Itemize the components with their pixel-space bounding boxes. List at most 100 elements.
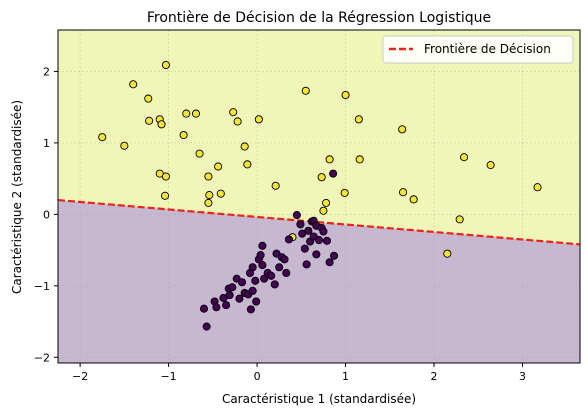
y-tick-label: −1	[34, 280, 50, 293]
point-class-1	[240, 142, 249, 151]
y-tick-label: −2	[34, 351, 50, 364]
region-class-1	[58, 30, 580, 245]
point-class-0	[248, 286, 257, 295]
point-class-1	[399, 188, 408, 197]
point-class-0	[314, 236, 324, 245]
point-class-1	[254, 115, 263, 124]
point-class-0	[246, 305, 255, 314]
point-class-1	[243, 160, 252, 169]
legend-box	[382, 35, 574, 64]
point-class-1	[144, 94, 153, 103]
point-class-1	[455, 215, 464, 224]
point-class-0	[248, 263, 257, 272]
point-class-1	[322, 198, 331, 207]
point-class-0	[296, 220, 305, 229]
point-class-1	[204, 198, 213, 207]
point-class-1	[161, 191, 170, 200]
point-class-0	[304, 226, 313, 235]
point-class-0	[256, 251, 265, 260]
point-class-0	[275, 263, 284, 272]
point-class-0	[251, 276, 260, 285]
point-class-0	[267, 271, 276, 280]
point-class-1	[161, 60, 170, 70]
decision-boundary-line	[58, 198, 580, 246]
point-class-0	[212, 303, 221, 312]
point-class-1	[271, 181, 280, 190]
x-tick-label: −2	[72, 370, 88, 383]
point-class-1	[486, 161, 495, 170]
point-class-0	[302, 260, 311, 269]
point-class-1	[191, 109, 201, 118]
point-class-1	[301, 86, 310, 95]
x-tick-label: 0	[254, 370, 261, 383]
y-tick-label: 1	[43, 137, 50, 150]
y-tick-label: 2	[43, 65, 50, 78]
point-class-0	[199, 304, 209, 313]
point-class-0	[329, 251, 339, 260]
point-class-0	[282, 268, 291, 278]
point-class-0	[222, 301, 231, 310]
point-class-1	[157, 120, 166, 129]
point-class-0	[237, 278, 247, 287]
point-class-1	[533, 183, 542, 192]
point-class-0	[228, 283, 237, 292]
point-class-0	[258, 241, 267, 250]
region-class-0	[58, 200, 580, 363]
point-class-1	[214, 162, 223, 171]
point-class-1	[204, 172, 213, 181]
point-class-1	[325, 155, 334, 164]
plot-frame	[57, 29, 581, 364]
decision-regions	[58, 30, 580, 363]
point-class-0	[284, 235, 293, 244]
point-class-1	[216, 189, 225, 198]
point-class-0	[312, 250, 321, 259]
y-axis-ticks: −2 −1 0 1 2	[34, 65, 58, 364]
scatter-points	[98, 60, 542, 331]
x-tick-label: 2	[431, 370, 438, 383]
point-class-1	[443, 249, 452, 258]
point-class-1	[205, 191, 214, 200]
point-class-1	[98, 133, 107, 142]
x-tick-label: −1	[160, 370, 176, 383]
point-class-1	[355, 155, 364, 164]
point-class-0	[258, 261, 267, 270]
x-tick-label: 3	[519, 370, 526, 383]
point-class-0	[322, 236, 332, 245]
point-class-0	[300, 244, 309, 253]
y-tick-label: 0	[43, 208, 50, 221]
point-class-0	[319, 227, 328, 236]
point-class-1	[317, 173, 326, 182]
point-class-1	[398, 125, 407, 134]
gridlines	[58, 30, 580, 363]
point-class-1	[460, 153, 469, 162]
point-class-1	[161, 172, 170, 181]
chart-title: Frontière de Décision de la Régression L…	[147, 10, 491, 26]
point-class-0	[260, 274, 269, 283]
x-axis-ticks: −2 −1 0 1 2 3	[72, 363, 526, 383]
point-class-1	[120, 141, 129, 150]
point-class-1	[319, 206, 328, 215]
point-class-0	[202, 322, 211, 331]
point-class-0	[225, 291, 234, 300]
legend-boundary-label: Frontière de Décision	[424, 42, 551, 56]
point-class-0	[252, 297, 261, 306]
point-class-1	[341, 90, 350, 100]
point-class-1	[195, 149, 204, 158]
point-class-0	[270, 280, 279, 289]
x-axis-label: Caractéristique 1 (standardisée)	[222, 392, 416, 406]
point-class-0	[292, 211, 301, 220]
decision-boundary-layer	[58, 198, 580, 246]
point-class-1	[129, 80, 138, 89]
point-class-1	[182, 109, 191, 118]
point-class-0	[235, 294, 244, 303]
y-axis-label: Caractéristique 2 (standardisée)	[10, 100, 24, 294]
point-class-1	[354, 115, 363, 124]
point-class-1	[233, 117, 242, 126]
legend: Frontière de Décision	[382, 35, 574, 64]
point-class-1	[179, 130, 188, 140]
point-class-1	[145, 116, 154, 125]
point-class-1	[229, 108, 238, 117]
x-tick-label: 1	[342, 370, 349, 383]
